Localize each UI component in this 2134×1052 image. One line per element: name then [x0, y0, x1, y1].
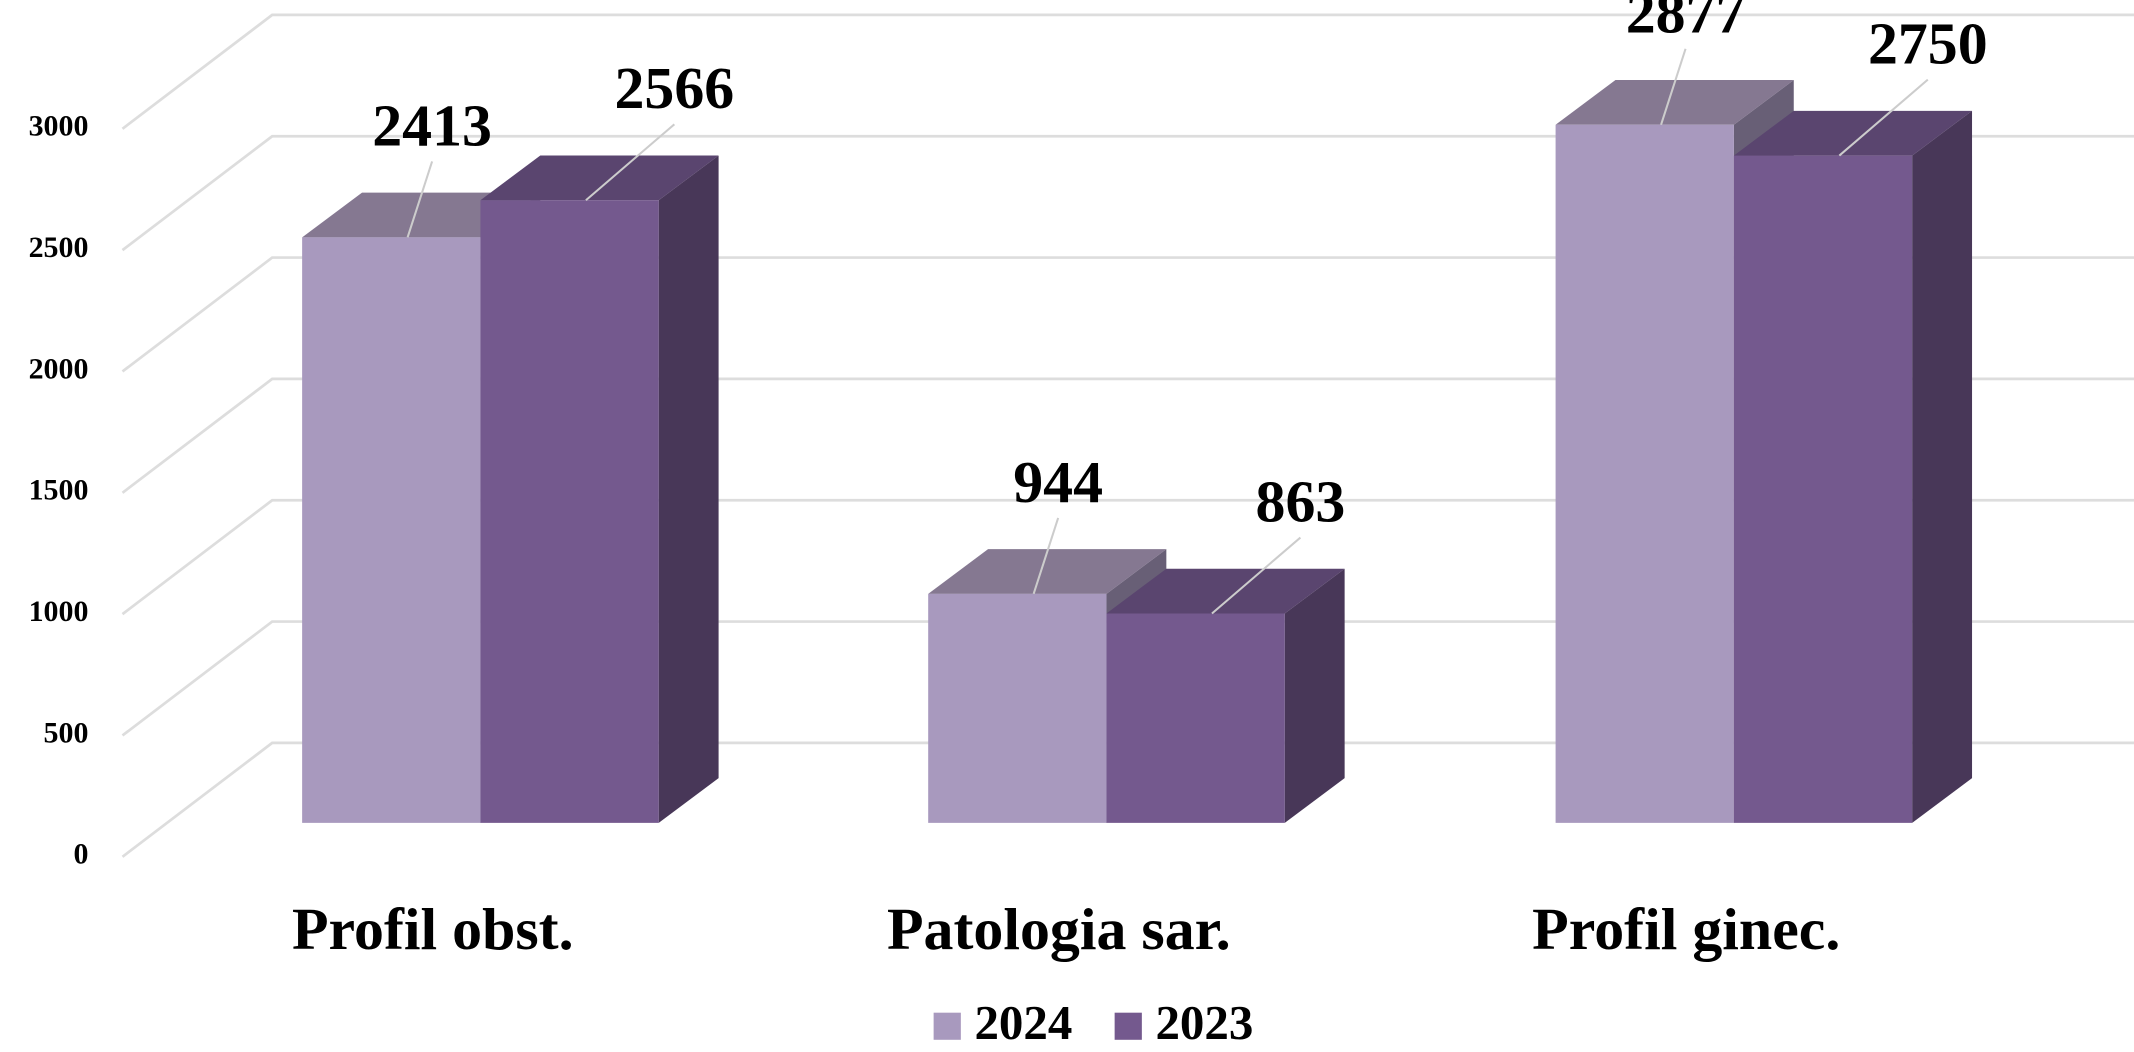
- y-tick-label: 500: [44, 716, 89, 749]
- grid-line: [121, 377, 2134, 494]
- bar-front: [480, 200, 659, 823]
- legend-label: 2023: [1155, 995, 1253, 1050]
- bar-top: [480, 155, 719, 201]
- leader-line: [585, 123, 676, 201]
- bar-top: [1555, 80, 1794, 125]
- grid-line: [121, 256, 2134, 373]
- grid-line: [121, 741, 2134, 858]
- bar-front: [1555, 124, 1734, 823]
- bar-side: [658, 155, 719, 823]
- bar-side: [1284, 568, 1345, 823]
- bar-top: [928, 549, 1167, 594]
- bar-front: [302, 237, 481, 823]
- legend-swatch: [933, 1012, 961, 1040]
- x-tick-label: Profil ginec.: [1532, 896, 1840, 962]
- leader-line: [406, 161, 434, 238]
- legend-swatch: [1114, 1012, 1142, 1040]
- bar-front: [928, 593, 1107, 823]
- grid-line: [121, 498, 2134, 616]
- value-label: 2877: [1626, 0, 1746, 46]
- y-tick-label: 2000: [29, 352, 89, 385]
- bar-top: [1106, 568, 1345, 614]
- bar: [480, 155, 719, 823]
- value-label: 863: [1256, 469, 1346, 535]
- y-tick-label: 1500: [29, 474, 89, 507]
- value-label: 2413: [372, 92, 492, 158]
- grid-line: [121, 620, 2134, 737]
- y-tick-label: 3000: [29, 110, 89, 143]
- bar-top: [1733, 110, 1973, 156]
- bar-front: [1106, 613, 1285, 823]
- leader-line: [1660, 48, 1687, 126]
- x-tick-label: Patologia sar.: [887, 896, 1231, 962]
- y-tick-label: 1000: [29, 595, 89, 628]
- x-tick-label: Profil obst.: [292, 896, 574, 962]
- leader-line: [1032, 517, 1060, 595]
- bar-side: [1912, 110, 1973, 823]
- value-label: 2566: [614, 55, 734, 121]
- grid-line: [121, 13, 2134, 130]
- y-tick-label: 0: [73, 838, 88, 871]
- y-tick-label: 2500: [29, 231, 89, 264]
- bar-front: [1733, 155, 1913, 823]
- bar: [1106, 568, 1345, 823]
- legend-label: 2024: [974, 995, 1072, 1050]
- grid-line: [121, 134, 2134, 252]
- leader-line: [1211, 536, 1302, 615]
- bar: [1733, 110, 1973, 823]
- value-label: 2750: [1868, 11, 1988, 77]
- leader-line: [1838, 78, 1929, 157]
- value-label: 944: [1013, 449, 1103, 515]
